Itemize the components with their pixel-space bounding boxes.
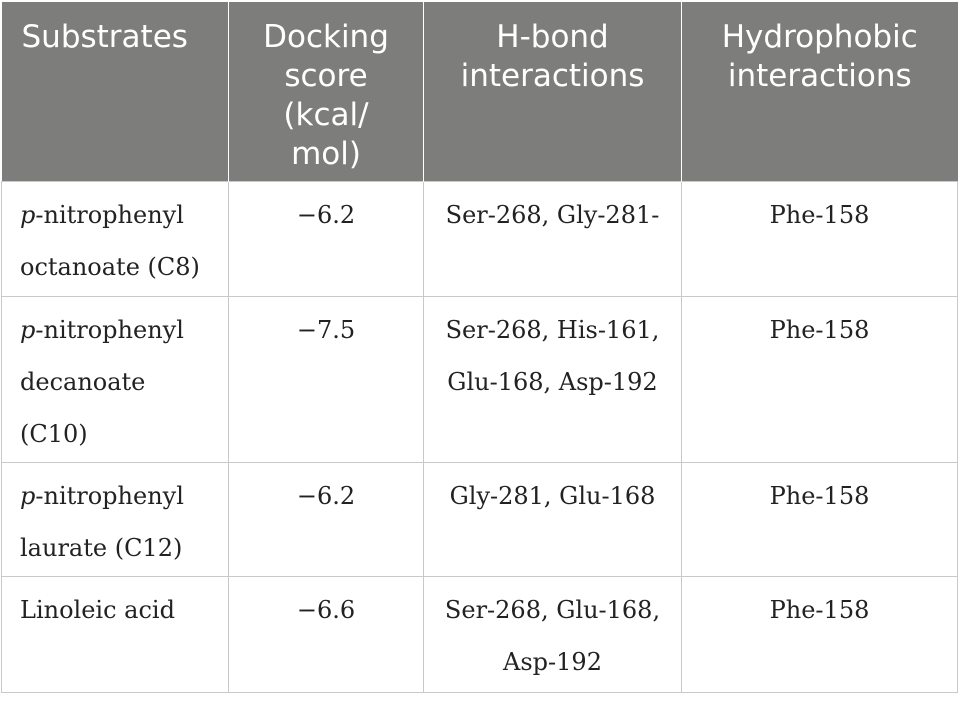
hydrophobic-cell: Phe-158	[681, 180, 958, 297]
docking-score-cell: −6.2	[228, 461, 424, 577]
substrate-cell: p-nitrophenyl octanoate (C8)	[1, 180, 229, 297]
docking-results-table: Substrates Docking score (kcal/ mol) H-b…	[1, 2, 958, 693]
header-hydrophobic: Hydrophobic interactions	[681, 2, 958, 181]
table-body: p-nitrophenyl octanoate (C8) −6.2 Ser-26…	[1, 180, 958, 693]
docking-score-cell: −7.5	[228, 295, 424, 463]
table-row: p-nitrophenyl octanoate (C8) −6.2 Ser-26…	[1, 180, 958, 297]
substrate-prefix: p	[20, 481, 36, 510]
h-bond-cell: Ser-268, Gly-281-	[423, 180, 682, 297]
substrate-name: -nitrophenyl laurate (C12)	[20, 481, 184, 562]
table-row: p-nitrophenyl laurate (C12) −6.2 Gly-281…	[1, 461, 958, 577]
substrate-cell: p-nitrophenyl laurate (C12)	[1, 461, 229, 577]
hydrophobic-cell: Phe-158	[681, 575, 958, 693]
h-bond-cell: Ser-268, Glu-168, Asp-192	[423, 575, 682, 693]
docking-score-cell: −6.6	[228, 575, 424, 693]
substrate-cell: Linoleic acid	[1, 575, 229, 693]
header-substrates: Substrates	[1, 2, 229, 181]
substrate-prefix: p	[20, 200, 36, 229]
header-h-bond: H-bond interactions	[423, 2, 682, 181]
header-docking-score: Docking score (kcal/ mol)	[228, 2, 424, 181]
docking-score-cell: −6.2	[228, 180, 424, 297]
table-header: Substrates Docking score (kcal/ mol) H-b…	[1, 2, 958, 181]
substrate-name: Linoleic acid	[20, 595, 175, 624]
substrate-name: -nitrophenyl octanoate (C8)	[20, 200, 200, 281]
table-row: p-nitrophenyl decanoate (C10) −7.5 Ser-2…	[1, 295, 958, 463]
h-bond-cell: Gly-281, Glu-168	[423, 461, 682, 577]
header-row: Substrates Docking score (kcal/ mol) H-b…	[1, 2, 958, 181]
substrate-name: -nitrophenyl decanoate (C10)	[20, 315, 184, 448]
substrate-prefix: p	[20, 315, 36, 344]
substrate-cell: p-nitrophenyl decanoate (C10)	[1, 295, 229, 463]
hydrophobic-cell: Phe-158	[681, 461, 958, 577]
table-row: Linoleic acid −6.6 Ser-268, Glu-168, Asp…	[1, 575, 958, 693]
h-bond-cell: Ser-268, His-161, Glu-168, Asp-192	[423, 295, 682, 463]
hydrophobic-cell: Phe-158	[681, 295, 958, 463]
